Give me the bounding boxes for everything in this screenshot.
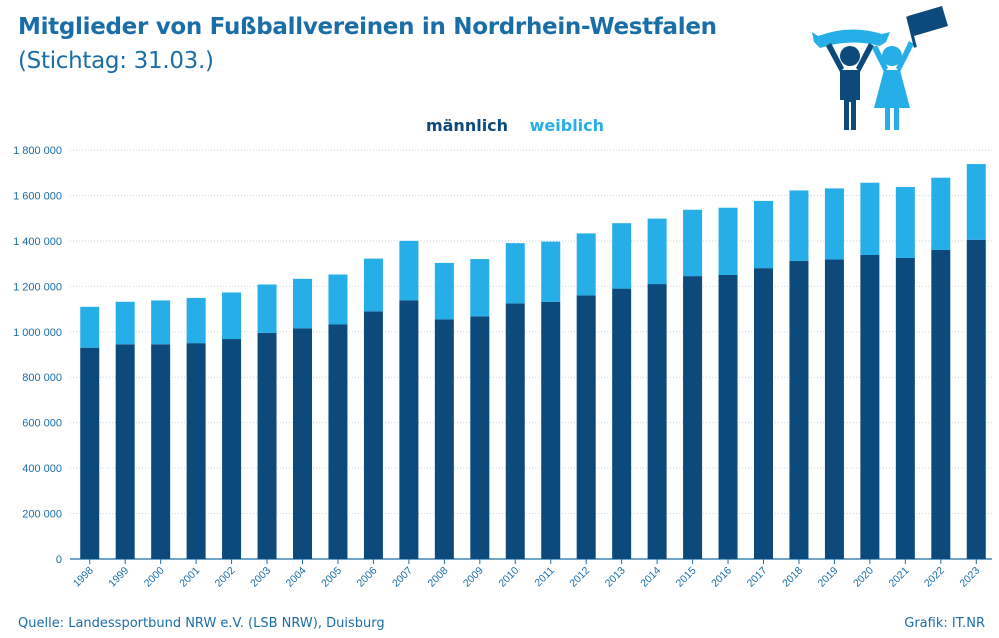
bar-segment-female [683,209,703,277]
x-tick-label: 2015 [674,565,699,590]
bar-segment-male [434,319,454,559]
x-tick-label: 2017 [745,565,770,590]
y-tick-label: 600 000 [22,418,62,430]
bar-segment-male [363,311,383,559]
bar-segment-female [505,243,525,304]
x-tick-label: 2018 [780,565,805,590]
bar-segment-male [966,239,986,559]
bar-segment-female [966,164,986,240]
x-tick-label: 2012 [567,565,592,590]
bar-segment-female [186,297,206,344]
x-tick-label: 2013 [603,565,628,590]
bar-segment-male [293,328,312,559]
bar-segment-female [151,300,171,345]
bar-segment-male [718,274,738,559]
y-tick-label: 1 800 000 [13,145,62,157]
bar-segment-female [647,218,667,285]
bar-segment-male [931,249,951,559]
bar-segment-female [363,258,383,312]
bar-segment-male [115,344,135,559]
y-tick-label: 800 000 [22,372,62,384]
x-tick-label: 2009 [461,565,486,590]
bar-segment-male [860,254,880,559]
x-tick-label: 2001 [177,565,202,590]
x-tick-label: 2003 [248,565,273,590]
x-tick-label: 2007 [390,565,415,590]
bar-segment-male [647,284,667,559]
bar-segment-male [257,332,277,559]
bar-segment-male [186,343,206,559]
bar-segment-female [293,278,312,329]
y-tick-label: 1 400 000 [13,236,62,248]
bar-segment-female [257,284,277,333]
chart-title: Mitglieder von Fußballvereinen in Nordrh… [18,14,717,40]
bar-segment-male [895,257,915,559]
x-tick-label: 2000 [142,565,167,590]
bar-segment-male [222,339,242,559]
x-tick-label: 2004 [284,565,309,590]
y-tick-label: 0 [56,554,62,566]
legend: männlich weiblich [0,116,999,135]
bar-segment-female [824,188,844,260]
x-tick-label: 2022 [922,565,947,590]
bar-segment-female [612,223,632,289]
bar-segment-female [576,233,596,296]
source-note: Quelle: Landessportbund NRW e.V. (LSB NR… [18,616,385,631]
y-tick-label: 1 000 000 [13,327,62,339]
bar-segment-female [931,177,951,250]
bar-segment-male [328,324,348,559]
x-tick-label: 2008 [425,565,450,590]
bar-segment-female [80,306,100,348]
football-fans-icon [812,6,948,130]
bar-segment-female [470,259,490,317]
y-tick-label: 200 000 [22,509,62,521]
bar-segment-female [115,301,135,345]
bar-segment-female [541,241,561,302]
x-tick-label: 2005 [319,565,344,590]
bar-segment-female [222,292,242,340]
bar-segment-female [895,187,915,258]
x-tick-label: 1998 [71,565,96,590]
bar-segment-male [576,295,596,559]
bar-segment-female [860,182,880,255]
x-tick-label: 2011 [532,565,557,590]
legend-female: weiblich [529,116,605,135]
bar-segment-female [754,200,773,269]
bar-segment-female [328,274,348,325]
bar-segment-male [80,347,100,559]
bar-segment-male [683,276,703,559]
x-tick-label: 2010 [496,565,521,590]
bar-segment-male [151,344,171,559]
bar-segment-female [718,207,738,275]
bar-segment-male [754,268,773,559]
bar-segment-male [470,316,490,559]
x-tick-label: 2021 [886,565,911,590]
bar-segment-male [824,259,844,559]
y-tick-label: 1 200 000 [13,281,62,293]
bar-segment-male [789,260,809,559]
y-tick-label: 400 000 [22,463,62,475]
x-tick-label: 1999 [106,565,131,590]
x-tick-label: 2020 [851,565,876,590]
x-tick-label: 2019 [816,565,841,590]
graphic-credit: Grafik: IT.NR [904,616,985,631]
bar-segment-male [505,303,525,559]
y-tick-label: 1 600 000 [13,190,62,202]
x-tick-label: 2006 [355,565,380,590]
bar-segment-male [612,288,632,559]
x-tick-label: 2023 [957,565,982,590]
bar-segment-male [399,300,419,559]
x-tick-label: 2002 [213,565,238,590]
bar-segment-female [434,262,454,320]
bar-segment-female [789,190,809,261]
x-tick-label: 2016 [709,565,734,590]
chart-subtitle: (Stichtag: 31.03.) [18,48,214,74]
bar-segment-male [541,301,561,559]
legend-male: männlich [425,116,509,135]
bar-segment-female [399,240,419,301]
x-tick-label: 2014 [638,565,663,590]
